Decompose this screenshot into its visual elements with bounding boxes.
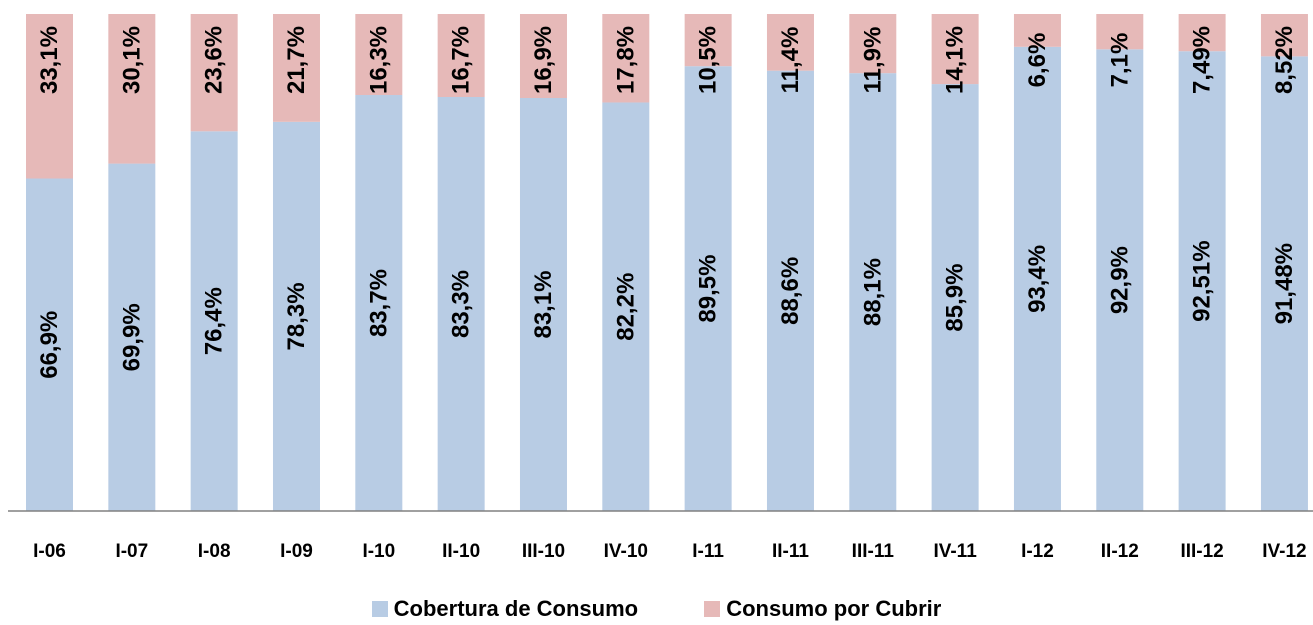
legend: Cobertura de Consumo Consumo por Cubrir bbox=[0, 596, 1313, 623]
bar-segment-cobertura-I-09 bbox=[272, 121, 320, 511]
legend-label-cobertura: Cobertura de Consumo bbox=[393, 596, 639, 621]
data-label-consumo-II-12: 7,1% bbox=[1106, 33, 1133, 88]
x-tick-label-I-08: I-08 bbox=[198, 541, 231, 562]
data-label-consumo-III-12: 7,49% bbox=[1189, 26, 1216, 94]
bar-segment-consumo-I-09 bbox=[272, 14, 320, 122]
x-tick-label-I-10: I-10 bbox=[362, 541, 395, 562]
data-label-consumo-III-10: 16,9% bbox=[530, 26, 557, 94]
data-label-cobertura-IV-10: 82,2% bbox=[612, 273, 639, 341]
legend-label-consumo: Consumo por Cubrir bbox=[726, 596, 942, 621]
x-tick-label-II-11: II-11 bbox=[772, 541, 809, 562]
data-label-consumo-I-11: 10,5% bbox=[695, 26, 722, 94]
bar-segment-cobertura-IV-12 bbox=[1260, 56, 1308, 512]
bar-segment-cobertura-II-10 bbox=[437, 96, 485, 512]
bar-segment-cobertura-I-12 bbox=[1013, 46, 1061, 511]
bar-segment-cobertura-III-11 bbox=[849, 73, 897, 511]
bar-segment-cobertura-I-08 bbox=[190, 131, 238, 512]
stacked-bar-chart: 66,9% 33,1% I-06 69,9% 30,1% I-07 76,4% 23,6% I-… bbox=[8, 14, 1313, 562]
bar-segment-consumo-III-11 bbox=[849, 14, 897, 74]
x-tick-label-III-12: III-12 bbox=[1180, 541, 1223, 562]
bar-segment-cobertura-I-11 bbox=[684, 66, 732, 511]
data-label-cobertura-II-11: 88,6% bbox=[777, 257, 804, 325]
data-label-cobertura-I-09: 78,3% bbox=[283, 282, 310, 350]
data-label-consumo-I-10: 16,3% bbox=[365, 26, 392, 94]
data-label-consumo-I-12: 6,6% bbox=[1024, 33, 1051, 88]
bar-segment-consumo-III-12 bbox=[1178, 14, 1226, 52]
data-label-consumo-I-06: 33,1% bbox=[36, 26, 63, 94]
data-label-cobertura-III-11: 88,1% bbox=[859, 258, 886, 326]
data-label-consumo-I-07: 30,1% bbox=[118, 26, 145, 94]
data-label-cobertura-IV-12: 91,48% bbox=[1271, 243, 1298, 324]
bar-segment-consumo-I-11 bbox=[684, 14, 732, 67]
x-tick-label-III-11: III-11 bbox=[852, 541, 895, 562]
data-label-consumo-II-11: 11,4% bbox=[777, 27, 804, 94]
data-label-cobertura-II-10: 83,3% bbox=[448, 270, 475, 338]
legend-item-cobertura: Cobertura de Consumo bbox=[371, 596, 639, 622]
bar-segment-cobertura-II-11 bbox=[766, 70, 814, 512]
bar-segment-consumo-IV-11 bbox=[931, 14, 979, 85]
data-label-cobertura-IV-11: 85,9% bbox=[942, 264, 969, 332]
data-label-consumo-IV-10: 17,8% bbox=[612, 26, 639, 94]
bar-segment-cobertura-I-10 bbox=[355, 95, 403, 512]
bar-segment-consumo-II-10 bbox=[437, 14, 485, 97]
data-label-consumo-I-09: 21,7% bbox=[283, 26, 310, 94]
bar-segment-consumo-I-12 bbox=[1013, 14, 1061, 47]
bar-segment-cobertura-III-10 bbox=[519, 97, 567, 512]
bar-segment-consumo-I-06 bbox=[26, 14, 73, 179]
data-label-cobertura-I-07: 69,9% bbox=[118, 303, 145, 371]
bar-segment-consumo-IV-12 bbox=[1260, 14, 1308, 57]
bar-segment-cobertura-IV-11 bbox=[931, 84, 979, 512]
data-label-consumo-II-10: 16,7% bbox=[448, 26, 475, 94]
bar-segment-consumo-I-08 bbox=[190, 14, 238, 132]
bar-segment-consumo-II-12 bbox=[1096, 14, 1144, 50]
x-tick-label-I-07: I-07 bbox=[115, 541, 148, 562]
data-label-cobertura-I-10: 83,7% bbox=[365, 269, 392, 337]
data-label-consumo-IV-11: 14,1% bbox=[942, 26, 969, 94]
x-tick-label-II-10: II-10 bbox=[442, 541, 480, 562]
data-label-cobertura-I-08: 76,4% bbox=[201, 287, 228, 355]
bar-segment-consumo-II-11 bbox=[766, 14, 814, 71]
bar-segment-cobertura-III-12 bbox=[1178, 51, 1226, 511]
data-label-cobertura-I-12: 93,4% bbox=[1024, 245, 1051, 313]
bar-segment-cobertura-I-07 bbox=[108, 163, 156, 512]
bar-segment-consumo-III-10 bbox=[519, 14, 567, 98]
legend-swatch-cobertura bbox=[371, 601, 388, 617]
bar-segment-consumo-IV-10 bbox=[602, 14, 650, 103]
data-label-consumo-I-08: 23,6% bbox=[201, 26, 228, 94]
data-label-cobertura-III-12: 92,51% bbox=[1189, 240, 1216, 321]
legend-swatch-consumo bbox=[704, 601, 721, 617]
x-tick-label-III-10: III-10 bbox=[522, 541, 565, 562]
bar-segment-cobertura-I-06 bbox=[26, 178, 73, 511]
labels-layer: 66,9% 33,1% I-06 69,9% 30,1% I-07 76,4% 23,6% I-… bbox=[33, 26, 1307, 562]
x-tick-label-IV-10: IV-10 bbox=[604, 541, 648, 562]
bar-segment-cobertura-II-12 bbox=[1096, 49, 1144, 512]
data-label-consumo-IV-12: 8,52% bbox=[1271, 26, 1298, 94]
data-label-cobertura-I-11: 89,5% bbox=[695, 255, 722, 323]
data-label-consumo-III-11: 11,9% bbox=[859, 27, 886, 94]
x-tick-label-I-11: I-11 bbox=[692, 541, 724, 562]
data-label-cobertura-II-12: 92,9% bbox=[1106, 246, 1133, 314]
bars-layer bbox=[26, 14, 1308, 512]
bar-segment-consumo-I-07 bbox=[108, 14, 156, 164]
x-tick-label-II-12: II-12 bbox=[1101, 541, 1139, 562]
x-tick-label-IV-11: IV-11 bbox=[933, 541, 977, 562]
bar-segment-consumo-I-10 bbox=[355, 14, 403, 96]
data-label-cobertura-I-06: 66,9% bbox=[36, 311, 63, 379]
x-tick-label-IV-12: IV-12 bbox=[1262, 541, 1306, 562]
x-tick-label-I-06: I-06 bbox=[33, 541, 66, 562]
x-tick-label-I-12: I-12 bbox=[1021, 541, 1054, 562]
legend-item-consumo: Consumo por Cubrir bbox=[704, 596, 941, 622]
x-tick-label-I-09: I-09 bbox=[280, 541, 313, 562]
data-label-cobertura-III-10: 83,1% bbox=[530, 270, 557, 338]
bar-segment-cobertura-IV-10 bbox=[602, 102, 650, 511]
